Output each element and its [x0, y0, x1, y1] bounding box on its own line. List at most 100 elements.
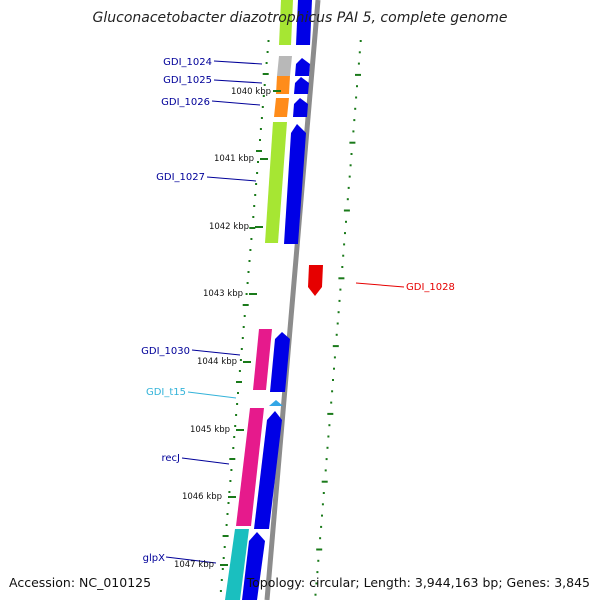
skew-dot [349, 141, 356, 144]
feature-bar-pink-2 [236, 408, 264, 526]
skew-dot [321, 514, 323, 517]
skew-dot [344, 232, 346, 235]
skew-dot [232, 447, 235, 449]
leader-glpx [165, 556, 217, 564]
skew-dot [321, 480, 328, 483]
gene-label[interactable]: recJ [162, 453, 181, 464]
skew-dot [222, 557, 225, 559]
skew-dot [331, 390, 334, 393]
skew-dot [354, 107, 357, 110]
scale-label: 1044 kbp [197, 357, 237, 367]
gene-label[interactable]: GDI_1026 [161, 97, 210, 108]
skew-dot [324, 469, 327, 472]
gene-label[interactable]: GDI_1024 [163, 57, 212, 68]
skew-dot [220, 579, 223, 581]
skew-dot [353, 119, 356, 122]
topology-label: Topology: circular; Length: 3,944,163 bp… [246, 575, 590, 590]
gene-label[interactable]: GDI_1025 [163, 75, 212, 86]
leader-recj [181, 457, 230, 465]
cds-forward-top [296, 0, 312, 45]
skew-dot [254, 194, 257, 196]
scale-label: 1046 kbp [182, 492, 222, 502]
cds-forward-1027 [284, 124, 306, 244]
skew-dot [249, 249, 252, 251]
cds-forward-1026 [293, 98, 308, 117]
leader-gdi-1026 [211, 100, 261, 106]
skew-dot [247, 271, 250, 273]
cds-forward-1030 [270, 332, 290, 392]
leader-gdi-1027 [206, 176, 257, 182]
skew-dot [357, 62, 360, 65]
skew-dot [257, 161, 259, 163]
skew-dot [234, 425, 237, 427]
cds-reverse-1028 [308, 265, 323, 296]
skew-dot [335, 333, 338, 336]
skew-dot [248, 260, 251, 262]
cds-forward-1025 [294, 77, 309, 94]
feature-bar-cyan [225, 529, 249, 600]
skew-dot [250, 238, 253, 240]
skew-dot [267, 40, 270, 42]
skew-dot [228, 491, 231, 493]
trna-t15 [269, 400, 283, 406]
skew-dot [314, 593, 317, 596]
skew-dot [338, 299, 341, 302]
gene-labels: GDI_1024 GDI_1025 GDI_1026 GDI_1027 GDI_… [141, 57, 455, 564]
skew-dot [259, 139, 261, 141]
skew-dot [266, 51, 269, 53]
skew-dot [236, 403, 239, 405]
skew-dot [219, 590, 222, 592]
skew-dot [325, 458, 328, 461]
skew-dot [249, 227, 256, 229]
skew-dot [320, 525, 323, 528]
skew-dot [237, 392, 239, 394]
skew-dot [262, 73, 269, 75]
skew-dot [322, 492, 325, 494]
scale-label: 1043 kbp [203, 289, 243, 299]
skew-dot [343, 243, 346, 246]
skew-dot [252, 216, 255, 218]
skew-dot [238, 370, 241, 372]
skew-dot [256, 150, 262, 152]
cog-feature-ring [225, 0, 293, 600]
gene-label[interactable]: glpX [143, 553, 165, 564]
forward-cds-ring [242, 0, 312, 600]
skew-dot [338, 277, 345, 280]
skew-dot [236, 381, 242, 383]
skew-dot [262, 95, 265, 97]
scale-label: 1040 kbp [231, 87, 271, 97]
skew-dot [261, 106, 264, 108]
skew-dot [355, 73, 361, 76]
skew-dot [255, 183, 258, 185]
gene-label[interactable]: GDI_1028 [406, 282, 455, 293]
skew-dot [327, 435, 330, 438]
skew-dot [227, 502, 230, 504]
skew-dot [240, 348, 243, 350]
label-leader-lines [165, 60, 405, 564]
gene-label[interactable]: GDI_t15 [146, 387, 186, 398]
feature-bar-orange-2 [274, 98, 289, 117]
leader-gdi-1025 [213, 79, 263, 84]
skew-dot [328, 424, 331, 427]
skew-dot [346, 198, 349, 201]
skew-dot [229, 458, 236, 460]
skew-dot [339, 288, 342, 291]
skew-dot [226, 513, 229, 515]
skew-dot [316, 548, 323, 551]
skew-dot [342, 254, 345, 257]
page-title: Gluconacetobacter diazotrophicus PAI 5, … [92, 10, 508, 26]
skew-dot [343, 209, 350, 212]
skew-dot [355, 96, 358, 99]
gene-label[interactable]: GDI_1030 [141, 346, 190, 357]
scale-label: 1042 kbp [209, 222, 249, 232]
skew-dot [239, 359, 242, 361]
skew-dot [347, 186, 350, 189]
scale-label: 1045 kbp [190, 425, 230, 435]
skew-dot [315, 582, 318, 585]
skew-dot [221, 568, 224, 570]
skew-dot [352, 130, 355, 133]
gene-label[interactable]: GDI_1027 [156, 172, 205, 183]
skew-dot [319, 537, 322, 540]
skew-dot [243, 315, 246, 317]
